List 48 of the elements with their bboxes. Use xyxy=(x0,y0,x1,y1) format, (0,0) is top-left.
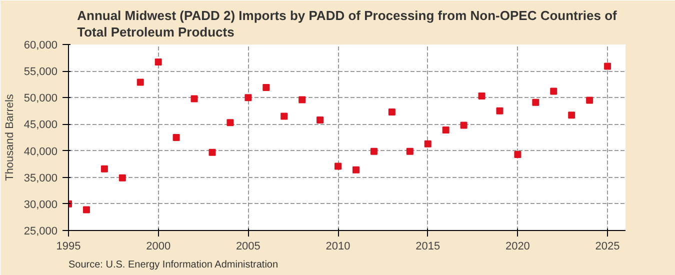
point xyxy=(424,140,432,148)
y-tick-label: 25,000 xyxy=(24,226,58,238)
point xyxy=(460,122,468,129)
point xyxy=(550,88,558,95)
point xyxy=(604,62,612,70)
point xyxy=(532,98,540,106)
point xyxy=(280,112,288,120)
y-tick-label: 40,000 xyxy=(24,146,58,158)
point xyxy=(568,112,576,119)
point xyxy=(298,96,306,104)
y-tick-label: 50,000 xyxy=(24,92,58,105)
x-tick-label: 2025 xyxy=(595,240,620,252)
point xyxy=(118,174,126,182)
point xyxy=(244,94,252,102)
point xyxy=(370,148,378,155)
point xyxy=(154,58,162,66)
point xyxy=(172,134,180,141)
y-tick-label: 60,000 xyxy=(24,40,58,52)
point xyxy=(334,162,342,170)
point xyxy=(226,119,234,126)
source-note: Source: U.S. Energy Information Administration xyxy=(68,260,278,270)
point xyxy=(442,126,450,134)
point xyxy=(82,206,90,214)
point xyxy=(100,165,108,172)
x-tick-label: 2010 xyxy=(326,240,350,252)
point xyxy=(496,107,504,114)
point xyxy=(388,108,396,116)
point xyxy=(478,92,486,100)
y-tick-label: 55,000 xyxy=(24,66,58,78)
x-tick-label: 2005 xyxy=(236,240,260,252)
y-axis-title: Thousand Barrels xyxy=(4,94,16,181)
point xyxy=(208,148,216,156)
y-tick-label: 35,000 xyxy=(24,172,58,184)
chart-title: Annual Midwest (PADD 2) Imports by PADD of Processing from Non-OPEC Countries of Total Petroleum Products xyxy=(77,8,618,40)
x-tick-label: 2000 xyxy=(146,240,171,252)
point xyxy=(406,148,414,155)
x-tick-label: 2020 xyxy=(505,240,530,252)
y-tick-label: 30,000 xyxy=(24,198,58,211)
point xyxy=(586,96,594,104)
point xyxy=(352,166,360,174)
point xyxy=(262,84,270,92)
x-tick-label: 1995 xyxy=(56,240,81,252)
point xyxy=(190,95,198,102)
point xyxy=(136,78,144,86)
point xyxy=(316,116,324,124)
y-tick-label: 45,000 xyxy=(24,119,58,132)
point xyxy=(514,151,522,158)
x-tick-label: 2015 xyxy=(416,240,440,252)
